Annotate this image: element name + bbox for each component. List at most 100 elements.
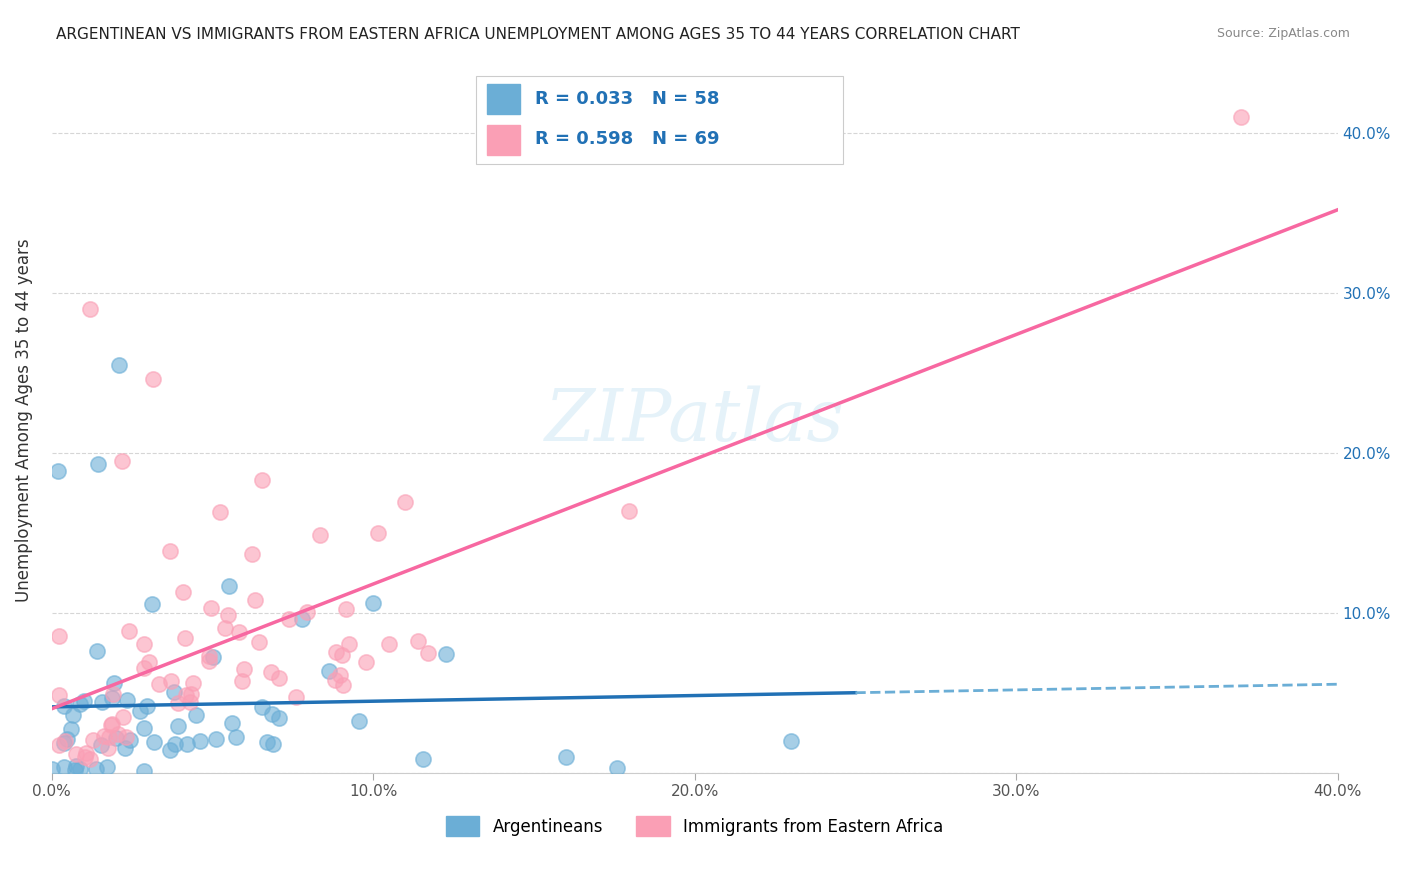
Point	[225, 731, 247, 745]
Point	[412, 752, 434, 766]
Point	[101, 716, 124, 731]
Point	[243, 593, 266, 607]
Point	[65, 747, 87, 761]
Point	[780, 733, 803, 747]
Point	[98, 730, 121, 744]
Point	[176, 737, 198, 751]
Point	[63, 763, 86, 777]
Point	[173, 631, 195, 645]
Point	[297, 606, 319, 620]
Point	[394, 495, 416, 509]
Point	[142, 371, 165, 385]
Point	[267, 711, 290, 725]
Point	[250, 700, 273, 714]
Point	[129, 705, 152, 719]
Point	[260, 665, 283, 680]
Point	[148, 677, 170, 691]
Point	[93, 729, 115, 743]
Point	[174, 689, 197, 703]
Point	[218, 579, 240, 593]
Text: Source: ZipAtlas.com: Source: ZipAtlas.com	[1216, 27, 1350, 40]
Point	[160, 674, 183, 689]
Point	[82, 733, 104, 747]
Point	[107, 727, 129, 741]
Point	[114, 741, 136, 756]
Point	[53, 733, 76, 747]
Point	[335, 602, 357, 616]
Point	[318, 664, 340, 678]
Y-axis label: Unemployment Among Ages 35 to 44 years: Unemployment Among Ages 35 to 44 years	[15, 239, 32, 602]
Point	[73, 750, 96, 764]
Point	[337, 637, 360, 651]
Point	[90, 738, 112, 752]
Point	[332, 678, 354, 692]
Point	[141, 597, 163, 611]
Point	[65, 759, 87, 773]
Point	[285, 690, 308, 704]
Point	[179, 695, 201, 709]
Point	[101, 691, 124, 706]
Point	[201, 650, 224, 665]
Point	[132, 721, 155, 735]
Point	[181, 675, 204, 690]
Point	[101, 688, 124, 702]
Point	[262, 737, 284, 751]
Point	[190, 733, 212, 747]
Point	[172, 584, 194, 599]
Point	[48, 688, 70, 702]
Point	[198, 649, 221, 664]
Point	[309, 528, 332, 542]
Point	[75, 747, 97, 761]
Point	[361, 596, 384, 610]
Point	[100, 718, 122, 732]
Point	[52, 760, 75, 774]
Point	[60, 723, 83, 737]
Point	[52, 736, 75, 750]
Point	[378, 637, 401, 651]
Point	[159, 544, 181, 558]
Point	[1230, 110, 1253, 124]
Point	[233, 662, 256, 676]
Point	[69, 697, 91, 711]
Point	[291, 612, 314, 626]
Point	[111, 453, 134, 467]
Point	[278, 612, 301, 626]
Point	[165, 737, 187, 751]
Point	[406, 633, 429, 648]
Point	[184, 708, 207, 723]
Point	[103, 676, 125, 690]
Point	[167, 696, 190, 710]
Point	[62, 708, 84, 723]
Point	[416, 646, 439, 660]
Point	[79, 752, 101, 766]
Point	[132, 660, 155, 674]
Point	[134, 764, 156, 778]
Point	[48, 629, 70, 643]
Point	[209, 505, 232, 519]
Point	[48, 738, 70, 752]
Point	[367, 526, 389, 541]
Point	[231, 673, 253, 688]
Point	[330, 648, 353, 663]
Point	[108, 358, 131, 372]
Point	[555, 749, 578, 764]
Point	[260, 706, 283, 721]
Point	[163, 684, 186, 698]
Point	[617, 504, 640, 518]
Point	[159, 743, 181, 757]
Point	[349, 714, 371, 728]
Point	[434, 647, 457, 661]
Point	[86, 644, 108, 658]
Point	[53, 699, 76, 714]
Point	[87, 457, 110, 471]
Point	[91, 695, 114, 709]
Point	[214, 621, 236, 635]
Point	[135, 698, 157, 713]
Point	[120, 732, 142, 747]
Point	[56, 732, 79, 747]
Point	[198, 654, 221, 668]
Point	[325, 645, 347, 659]
Point	[132, 637, 155, 651]
Point	[114, 730, 136, 744]
Text: ZIPatlas: ZIPatlas	[546, 385, 845, 456]
